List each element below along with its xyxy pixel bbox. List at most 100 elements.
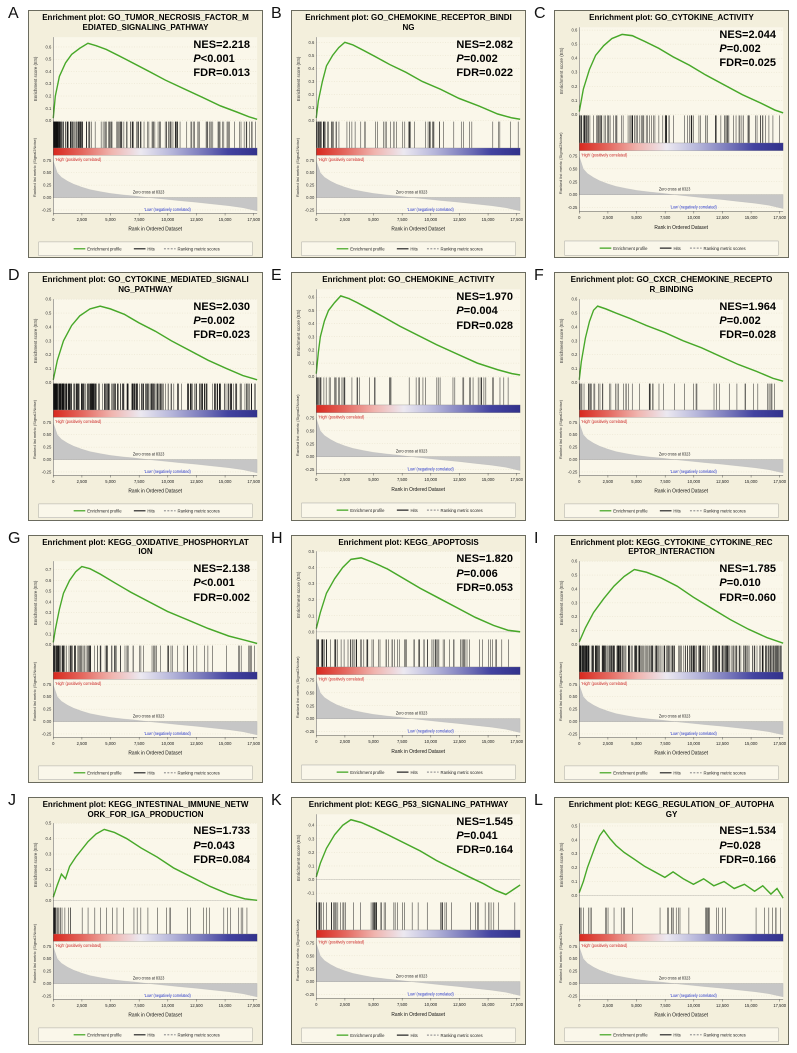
chart-area: 0.0 0.1 0.2 0.3 0.4 0.5 0.6 0.75 0.50 0.25 0.00 -0.… [292, 286, 525, 519]
svg-text:0.5: 0.5 [572, 310, 578, 315]
svg-text:Enrichment profile: Enrichment profile [350, 246, 385, 251]
svg-text:Enrichment profile: Enrichment profile [87, 508, 122, 513]
svg-text:'High' (positively correlated): 'High' (positively correlated) [581, 152, 628, 157]
svg-text:0.75: 0.75 [43, 419, 52, 424]
svg-text:Enrichment profile: Enrichment profile [613, 770, 648, 775]
svg-text:Enrichment score (ES): Enrichment score (ES) [33, 55, 38, 100]
svg-text:0.25: 0.25 [569, 179, 578, 184]
plot-title: Enrichment plot: GO_CYTOKINE_ACTIVITY [555, 11, 788, 24]
svg-text:0.1: 0.1 [309, 863, 315, 868]
p-value: P=0.002 [719, 42, 776, 56]
svg-text:0.3: 0.3 [309, 334, 315, 339]
svg-text:0.75: 0.75 [569, 944, 578, 949]
svg-text:0.5: 0.5 [309, 52, 315, 57]
svg-text:17,500: 17,500 [510, 477, 523, 482]
chart-area: 0.0 0.1 0.2 0.3 0.4 0.5 0.75 0.50 0.25 0.00 -0.25 '… [29, 820, 262, 1044]
svg-text:12,500: 12,500 [453, 477, 466, 482]
svg-text:Hits: Hits [673, 770, 681, 775]
svg-text:'Low' (negatively correlated): 'Low' (negatively correlated) [670, 468, 717, 473]
svg-text:0.50: 0.50 [306, 428, 315, 433]
figure-panel-d: D Enrichment plot: GO_CYTOKINE_MEDIATED_… [8, 267, 263, 521]
svg-text:10,000: 10,000 [687, 1003, 700, 1008]
svg-text:Enrichment score (ES): Enrichment score (ES) [33, 842, 38, 887]
figure-panel-b: B Enrichment plot: GO_CHEMOKINE_RECEPTOR… [271, 5, 526, 259]
svg-text:12,500: 12,500 [190, 1003, 203, 1008]
svg-text:0.25: 0.25 [43, 182, 52, 187]
panel-box: Enrichment plot: GO_CXCR_CHEMOKINE_RECEP… [554, 272, 789, 521]
svg-text:-0.25: -0.25 [42, 994, 52, 999]
figure-panel-l: L Enrichment plot: KEGG_REGULATION_OF_AU… [534, 792, 789, 1045]
svg-text:0.00: 0.00 [43, 457, 52, 462]
svg-text:15,000: 15,000 [219, 478, 232, 483]
svg-text:7,500: 7,500 [660, 741, 671, 746]
svg-text:Zero cross at 8323: Zero cross at 8323 [659, 186, 691, 191]
svg-text:17,500: 17,500 [247, 741, 260, 746]
svg-text:0.2: 0.2 [46, 352, 52, 357]
svg-text:Enrichment profile: Enrichment profile [87, 1032, 122, 1037]
p-rest: =0.002 [726, 43, 761, 56]
stats-block: NES=2.218 P<0.001 FDR=0.013 [193, 38, 250, 81]
svg-text:0.75: 0.75 [306, 677, 315, 682]
svg-text:0.75: 0.75 [569, 682, 578, 687]
svg-text:Rank in Ordered Dataset: Rank in Ordered Dataset [391, 487, 445, 493]
svg-text:Enrichment score (ES): Enrichment score (ES) [559, 47, 564, 94]
stats-block: NES=1.820 P=0.006 FDR=0.053 [456, 552, 513, 595]
svg-text:0.6: 0.6 [46, 296, 52, 301]
svg-text:0.0: 0.0 [572, 111, 578, 116]
enrichment-plot-svg: 0.0 0.1 0.2 0.3 0.4 0.5 0.6 0.7 0.75 0.50 0.25 0.00… [33, 561, 261, 780]
gene-set-name: GO_CXCR_CHEMOKINE_RECEPTOR_BINDING [636, 275, 773, 294]
svg-text:Enrichment score (ES): Enrichment score (ES) [296, 309, 301, 356]
svg-text:-0.25: -0.25 [568, 205, 578, 210]
p-label: P [456, 567, 464, 580]
svg-text:0.4: 0.4 [572, 324, 578, 329]
svg-text:0.2: 0.2 [309, 597, 315, 602]
svg-text:0.50: 0.50 [569, 166, 578, 171]
svg-text:Rank in Ordered Dataset: Rank in Ordered Dataset [391, 226, 445, 232]
fdr-value: FDR=0.166 [719, 853, 776, 866]
svg-text:0.5: 0.5 [572, 824, 578, 829]
svg-text:0.1: 0.1 [572, 97, 578, 102]
svg-text:Rank in Ordered Dataset: Rank in Ordered Dataset [654, 750, 708, 756]
p-rest: =0.043 [200, 839, 235, 852]
enrichment-plot-svg: 0.0 0.1 0.2 0.3 0.4 0.5 0.6 0.75 0.50 0.25 0.00 -0.… [33, 296, 261, 518]
plot-title-prefix: Enrichment plot: [570, 537, 635, 547]
panel-letter: D [8, 267, 20, 285]
svg-text:'High' (positively correlated): 'High' (positively correlated) [318, 939, 365, 944]
svg-text:0.4: 0.4 [46, 68, 52, 73]
svg-text:0: 0 [315, 216, 318, 221]
panel-box: Enrichment plot: KEGG_OXIDATIVE_PHOSPHOR… [28, 534, 263, 783]
svg-text:Ranked list metric (Signal2Noi: Ranked list metric (Signal2Noise) [559, 923, 563, 983]
svg-text:0.4: 0.4 [309, 321, 315, 326]
stats-block: NES=2.138 P<0.001 FDR=0.002 [193, 562, 250, 605]
chart-area: 0.0 0.1 0.2 0.3 0.4 0.5 0.6 0.75 0.50 0.25 0.00 -0.… [555, 558, 788, 782]
svg-text:0.00: 0.00 [569, 719, 578, 724]
svg-text:0.50: 0.50 [306, 953, 315, 958]
p-label: P [719, 315, 727, 328]
p-value: P=0.004 [456, 304, 513, 318]
svg-text:Enrichment profile: Enrichment profile [613, 245, 648, 250]
plot-title-prefix: Enrichment plot: [42, 275, 106, 285]
svg-text:Zero cross at 8323: Zero cross at 8323 [396, 973, 428, 978]
chart-area: 0.0 0.1 0.2 0.3 0.4 0.5 0.6 0.75 0.50 0.25 0.00 -0.… [29, 296, 262, 520]
plot-title-prefix: Enrichment plot: [42, 537, 106, 547]
svg-text:Ranking metric scores: Ranking metric scores [441, 246, 484, 251]
svg-text:0.1: 0.1 [309, 360, 315, 365]
svg-text:Enrichment score (ES): Enrichment score (ES) [559, 318, 564, 363]
svg-text:Enrichment score (ES): Enrichment score (ES) [33, 580, 38, 625]
chart-area: 0.0 0.1 0.2 0.3 0.4 0.5 0.6 0.75 0.50 0.25 0.00 -0.… [555, 296, 788, 520]
svg-text:Enrichment score (ES): Enrichment score (ES) [296, 833, 301, 880]
svg-text:Enrichment score (ES): Enrichment score (ES) [33, 318, 38, 363]
svg-text:Rank in Ordered Dataset: Rank in Ordered Dataset [128, 226, 182, 232]
svg-text:Zero cross at 8323: Zero cross at 8323 [396, 189, 428, 194]
enrichment-plot-svg: 0.0 0.1 0.2 0.3 0.4 0.5 0.6 0.75 0.50 0.25 0.00 -0.… [295, 289, 524, 518]
svg-text:'Low' (negatively correlated): 'Low' (negatively correlated) [144, 731, 191, 736]
svg-text:0.25: 0.25 [43, 969, 52, 974]
svg-text:12,500: 12,500 [716, 214, 729, 219]
p-label: P [719, 577, 727, 590]
svg-text:0.2: 0.2 [572, 83, 578, 88]
svg-text:0.0: 0.0 [46, 642, 52, 647]
svg-text:7,500: 7,500 [660, 478, 671, 483]
gene-set-name: GO_CYTOKINE_MEDIATED_SIGNALING_PATHWAY [108, 275, 249, 294]
svg-text:0.0: 0.0 [309, 117, 315, 122]
svg-text:7,500: 7,500 [397, 477, 408, 482]
